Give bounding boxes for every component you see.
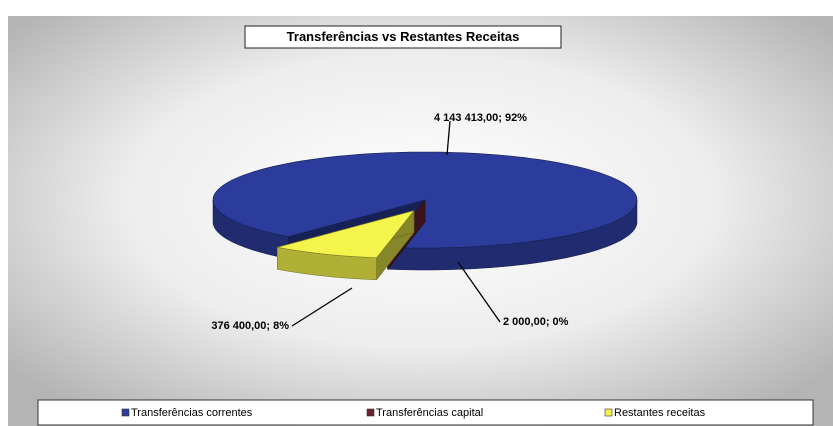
legend-swatch [366, 408, 375, 417]
leader-line [446, 120, 451, 156]
title-box [244, 25, 562, 49]
legend-label: Transferências capital [376, 407, 483, 419]
slice [277, 210, 415, 259]
legend-swatch [604, 408, 613, 417]
chart-title: Transferências vs Restantes Receitas [287, 29, 520, 44]
data-label: 2 000,00; 0% [503, 316, 569, 328]
data-label: 376 400,00; 8% [211, 320, 289, 332]
legend-box [37, 399, 814, 426]
legend-swatch [121, 408, 130, 417]
legend-label: Restantes receitas [614, 407, 706, 419]
legend-label: Transferências correntes [131, 407, 253, 419]
leader-line [291, 287, 353, 327]
leader-line [457, 261, 501, 323]
pie [212, 151, 638, 281]
data-label: 4 143 413,00; 92% [434, 112, 527, 124]
